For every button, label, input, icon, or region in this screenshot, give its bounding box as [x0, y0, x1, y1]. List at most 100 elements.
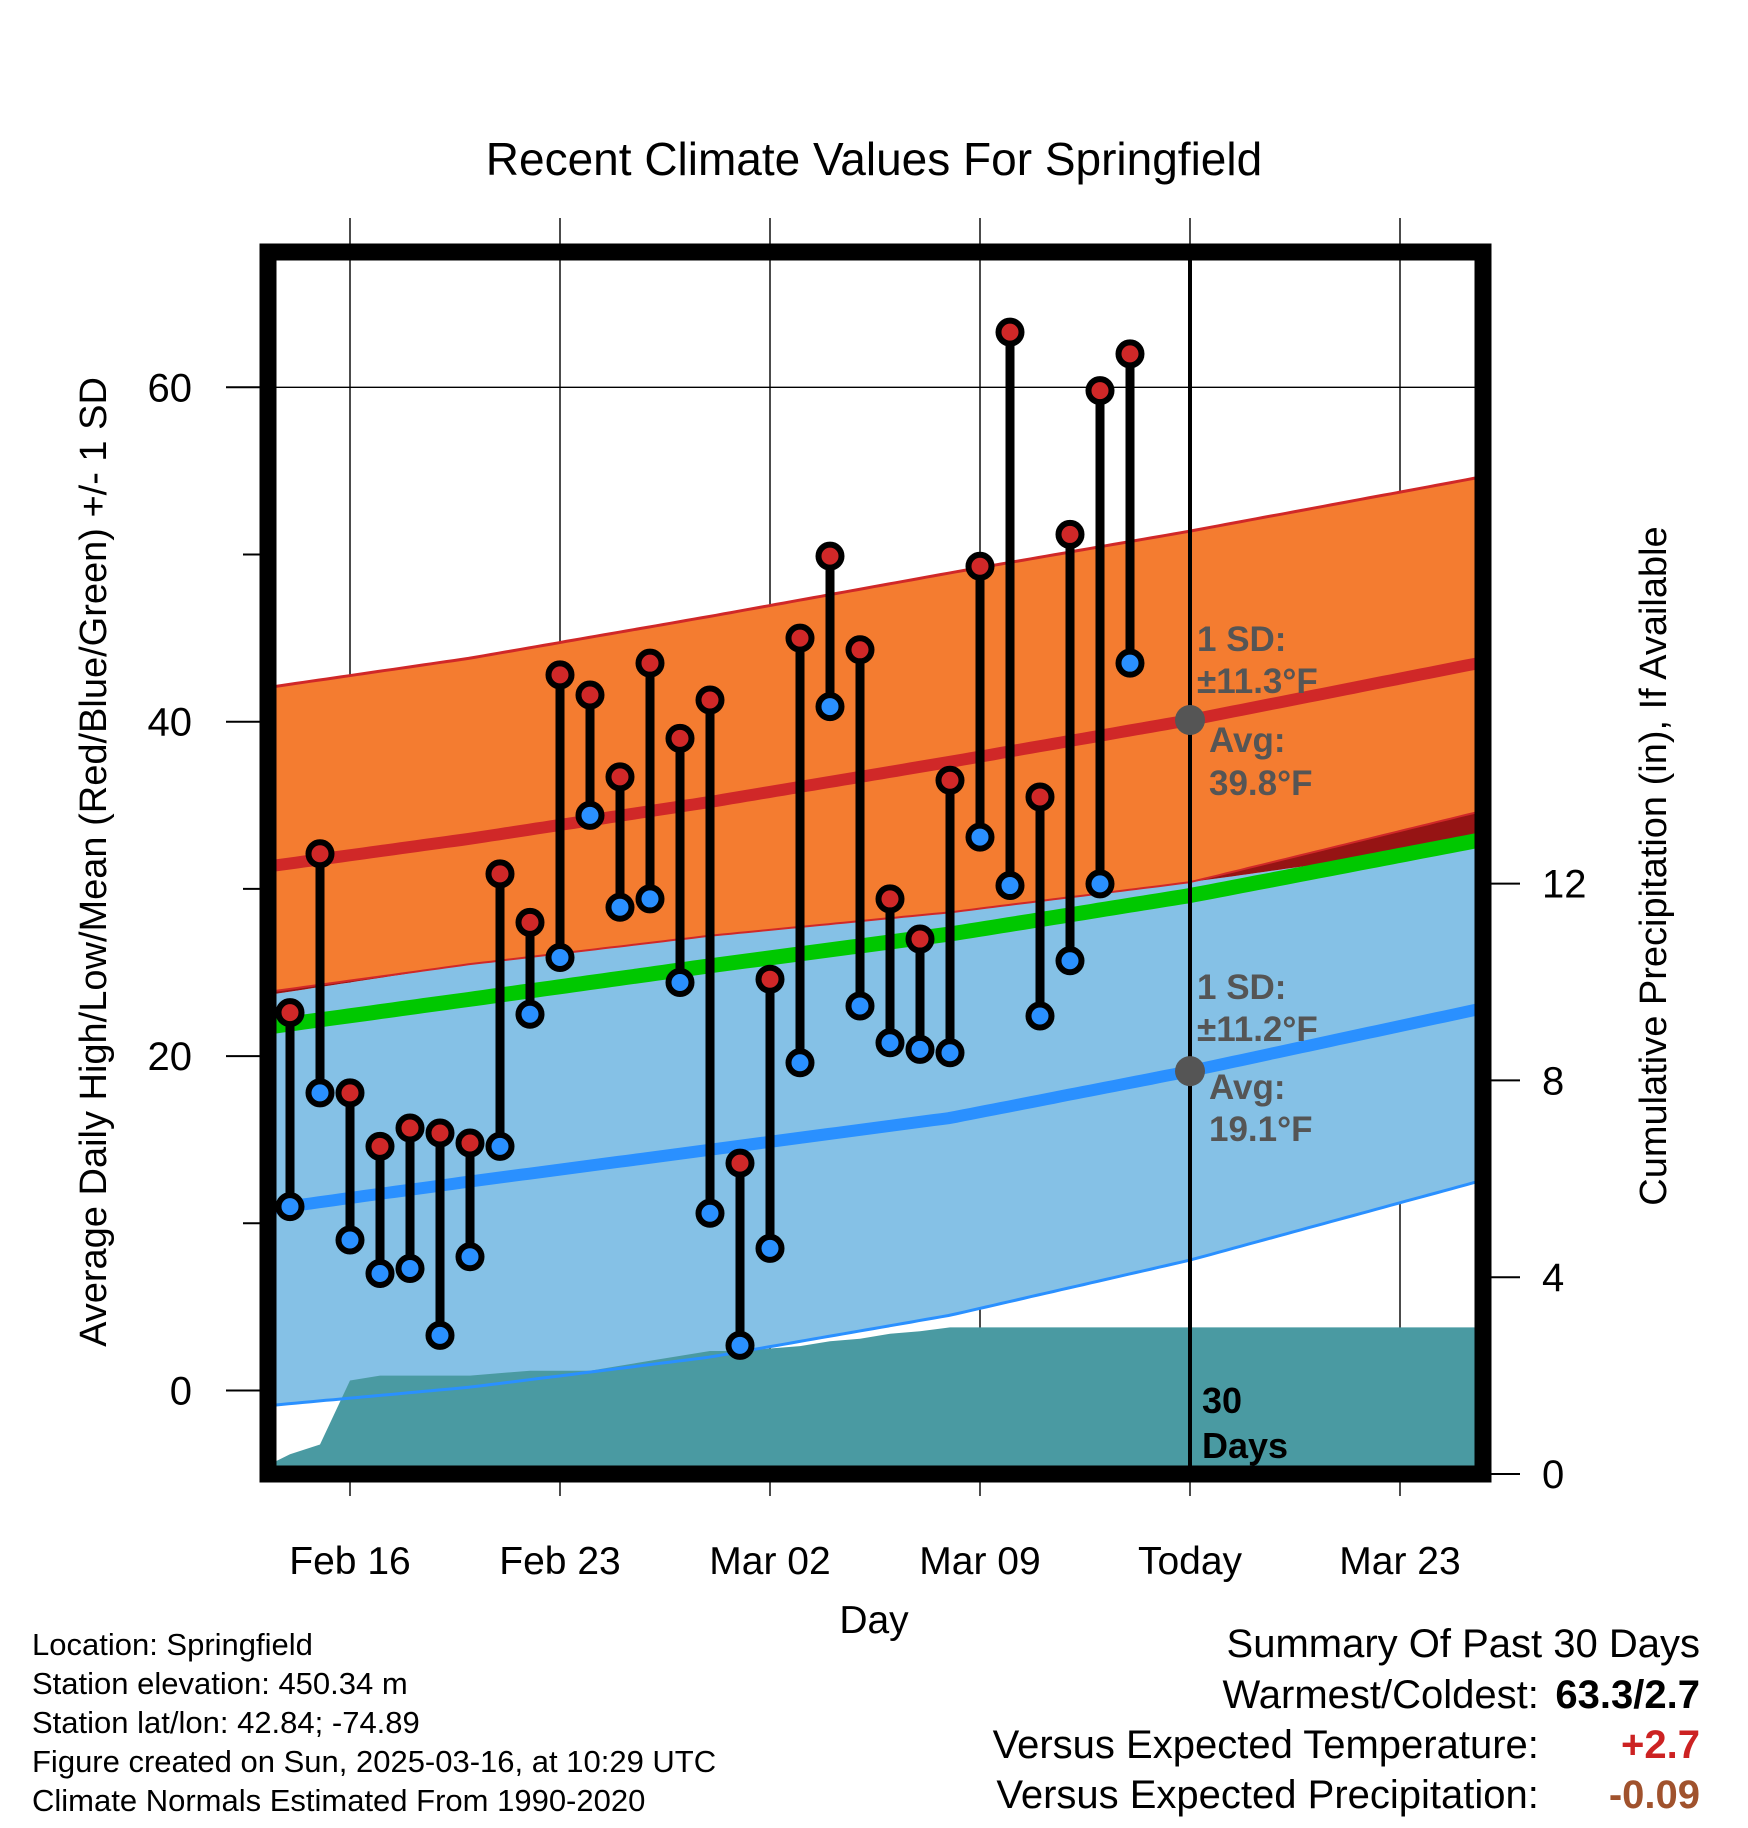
daily-high-point [335, 1078, 365, 1108]
temp-row: Versus Expected Temperature: +2.7 [993, 1720, 1700, 1770]
x-tick-label: Today [1138, 1540, 1243, 1583]
high-avg-value: 39.8°F [1209, 764, 1313, 803]
daily-high-point [725, 1148, 755, 1178]
y-tick-label: 40 [148, 701, 193, 745]
daily-low-point [1115, 648, 1145, 678]
daily-high-point [275, 998, 305, 1028]
x-tick-label: Feb 16 [289, 1540, 410, 1583]
location-text: Location: Springfield [32, 1627, 313, 1662]
high-avg-label: Avg: [1209, 721, 1285, 760]
y2-axis-label: Cumulative Precipitation (in), If Availa… [1633, 526, 1675, 1205]
daily-high-point [365, 1131, 395, 1161]
daily-high-point [305, 839, 335, 869]
daily-high-point [1055, 519, 1085, 549]
daily-low-point [545, 942, 575, 972]
y-tick-label: 60 [148, 366, 193, 410]
y-tick-label: 0 [170, 1370, 192, 1414]
daily-high-point [995, 317, 1025, 347]
daily-low-point [425, 1320, 455, 1350]
warmest-value: 63.3/2.7 [1555, 1673, 1700, 1717]
latlon-text: Station lat/lon: 42.84; -74.89 [32, 1705, 420, 1740]
daily-high-point [515, 907, 545, 937]
daily-low-point [695, 1198, 725, 1228]
plot-frame [259, 243, 1492, 1483]
x-axis-label: Day [839, 1599, 909, 1642]
daily-high-point [965, 551, 995, 581]
daily-low-point [605, 892, 635, 922]
daily-high-point [1025, 782, 1055, 812]
daily-high-point [455, 1128, 485, 1158]
daily-low-point [725, 1330, 755, 1360]
summary-title: Summary Of Past 30 Days [1226, 1622, 1700, 1666]
normal-low-line [268, 1003, 1480, 1216]
x-tick-label: Mar 02 [709, 1540, 830, 1583]
elevation-text: Station elevation: 450.34 m [32, 1666, 408, 1701]
daily-low-point [875, 1028, 905, 1058]
normal-mean-line [268, 833, 1480, 1035]
chart-title: Recent Climate Values For Springfield [486, 133, 1262, 185]
daily-low-point [815, 692, 845, 722]
low-sd-label: 1 SD: [1197, 968, 1286, 1007]
daily-low-point [395, 1253, 425, 1283]
precipitation-area [268, 1327, 1478, 1474]
daily-low-point [845, 991, 875, 1021]
y-tick-label: 20 [148, 1035, 193, 1079]
daily-low-point [575, 800, 605, 830]
daily-low-point [965, 822, 995, 852]
daily-high-point [905, 924, 935, 954]
daily-low-point [1025, 1001, 1055, 1031]
daily-high-point [425, 1118, 455, 1148]
high-sd-value: ±11.3°F [1197, 662, 1318, 701]
normals-text: Climate Normals Estimated From 1990-2020 [32, 1783, 646, 1818]
daily-high-point [605, 762, 635, 792]
daily-high-point [635, 648, 665, 678]
high-sd-band [268, 477, 1478, 992]
daily-high-point [815, 541, 845, 571]
daily-high-point [785, 623, 815, 653]
daily-high-point [755, 964, 785, 994]
daily-low-point [305, 1078, 335, 1108]
daily-high-point [1085, 376, 1115, 406]
precip-row: Versus Expected Precipitation: -0.09 [993, 1770, 1700, 1820]
low-avg-value: 19.1°F [1209, 1110, 1313, 1149]
x-tick-label: Feb 23 [499, 1540, 620, 1583]
today-normal-high-marker [1175, 705, 1205, 736]
daily-high-point [695, 685, 725, 715]
daily-low-point [635, 884, 665, 914]
daily-low-point [365, 1258, 395, 1288]
normal-high-line [268, 657, 1480, 873]
x-tick-label: Mar 23 [1339, 1540, 1460, 1583]
high-sd-label: 1 SD: [1197, 620, 1286, 659]
warmest-label: Warmest/Coldest: [1222, 1673, 1539, 1717]
daily-low-point [785, 1048, 815, 1078]
created-text: Figure created on Sun, 2025-03-16, at 10… [32, 1744, 717, 1779]
daily-high-point [545, 660, 575, 690]
today-days-number: 30 [1202, 1380, 1242, 1421]
daily-low-point [485, 1131, 515, 1161]
daily-observations [268, 317, 1145, 1360]
daily-high-point [1115, 339, 1145, 369]
daily-low-point [905, 1034, 935, 1064]
daily-high-point [395, 1113, 425, 1143]
daily-high-point [665, 723, 695, 753]
y2-tick-label: 0 [1542, 1453, 1564, 1497]
temp-label: Versus Expected Temperature: [992, 1723, 1539, 1767]
temp-value: +2.7 [1621, 1723, 1700, 1767]
low-avg-label: Avg: [1209, 1068, 1285, 1107]
y2-tick-label: 8 [1542, 1059, 1564, 1103]
low-sd-value: ±11.2°F [1197, 1010, 1318, 1049]
daily-high-point [575, 680, 605, 710]
daily-low-point [1085, 869, 1115, 899]
station-info: Location: Springfield Station elevation:… [32, 1625, 716, 1820]
y-axis-label: Average Daily High/Low/Mean (Red/Blue/Gr… [73, 377, 115, 1347]
daily-low-point [455, 1242, 485, 1272]
low-lower-edge [268, 1180, 1479, 1408]
today-normal-low-marker [1175, 1056, 1205, 1087]
warmest-row: Warmest/Coldest: 63.3/2.7 [993, 1670, 1701, 1720]
daily-low-point [275, 1192, 305, 1222]
daily-low-point [755, 1233, 785, 1263]
precip-label: Versus Expected Precipitation: [996, 1773, 1539, 1817]
daily-high-point [485, 859, 515, 889]
